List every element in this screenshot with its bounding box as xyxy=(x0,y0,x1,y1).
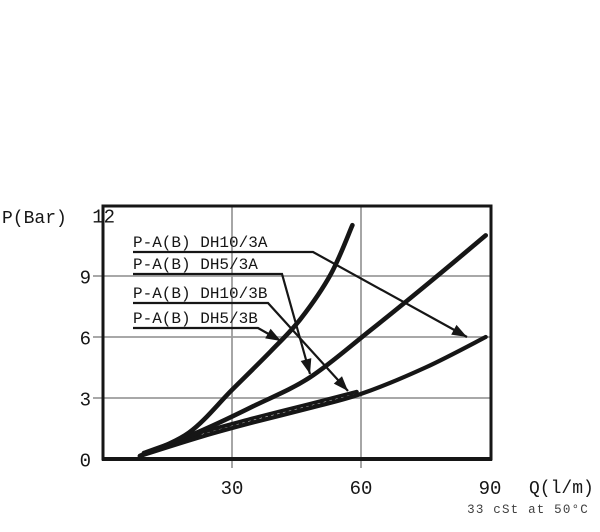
x-tick-label: 30 xyxy=(220,478,244,500)
leader-dh5-3b xyxy=(133,326,282,342)
leader-dh10-3a xyxy=(133,250,468,338)
x-axis-title: Q(l/m) xyxy=(529,479,594,499)
leader-line-dh10-3b xyxy=(133,301,349,392)
arrowhead-icon-dh10-3a xyxy=(451,324,467,337)
y-tick-label: 9 xyxy=(79,267,91,290)
y-tick-label: 6 xyxy=(79,328,91,351)
curve-dh5-3a xyxy=(137,233,488,459)
x-tick-label: 90 xyxy=(478,478,502,500)
leader-line-dh10-3a xyxy=(133,250,468,338)
y-tick-label: 12 xyxy=(92,206,115,229)
leader-dh10-3b xyxy=(133,301,349,392)
arrowhead-icon-dh5-3b xyxy=(265,328,281,341)
x-tick-label: 60 xyxy=(349,478,373,500)
legend-label-dh5-3b: P-A(B) DH5/3B xyxy=(133,310,258,328)
y-axis-title: P(Bar) xyxy=(2,209,67,229)
leader-line-dh5-3a xyxy=(133,272,312,375)
y-tick-label: 3 xyxy=(79,389,91,412)
legend-label-dh10-3b: P-A(B) DH10/3B xyxy=(133,285,268,303)
legend-label-dh10-3a: P-A(B) DH10/3A xyxy=(133,234,268,252)
leader-dh5-3a xyxy=(133,272,312,375)
arrowhead-icon-dh5-3a xyxy=(300,358,312,374)
arrowhead-icon-dh10-3b xyxy=(333,376,348,391)
leader-line-dh5-3b xyxy=(133,326,282,342)
curve-dh5-3b xyxy=(137,222,355,459)
y-tick-label: 0 xyxy=(79,450,91,473)
oil-viscosity-note: 33 cSt at 50°C xyxy=(467,503,589,517)
legend-label-dh5-3a: P-A(B) DH5/3A xyxy=(133,256,258,274)
curve-dh10-3a xyxy=(137,334,488,459)
